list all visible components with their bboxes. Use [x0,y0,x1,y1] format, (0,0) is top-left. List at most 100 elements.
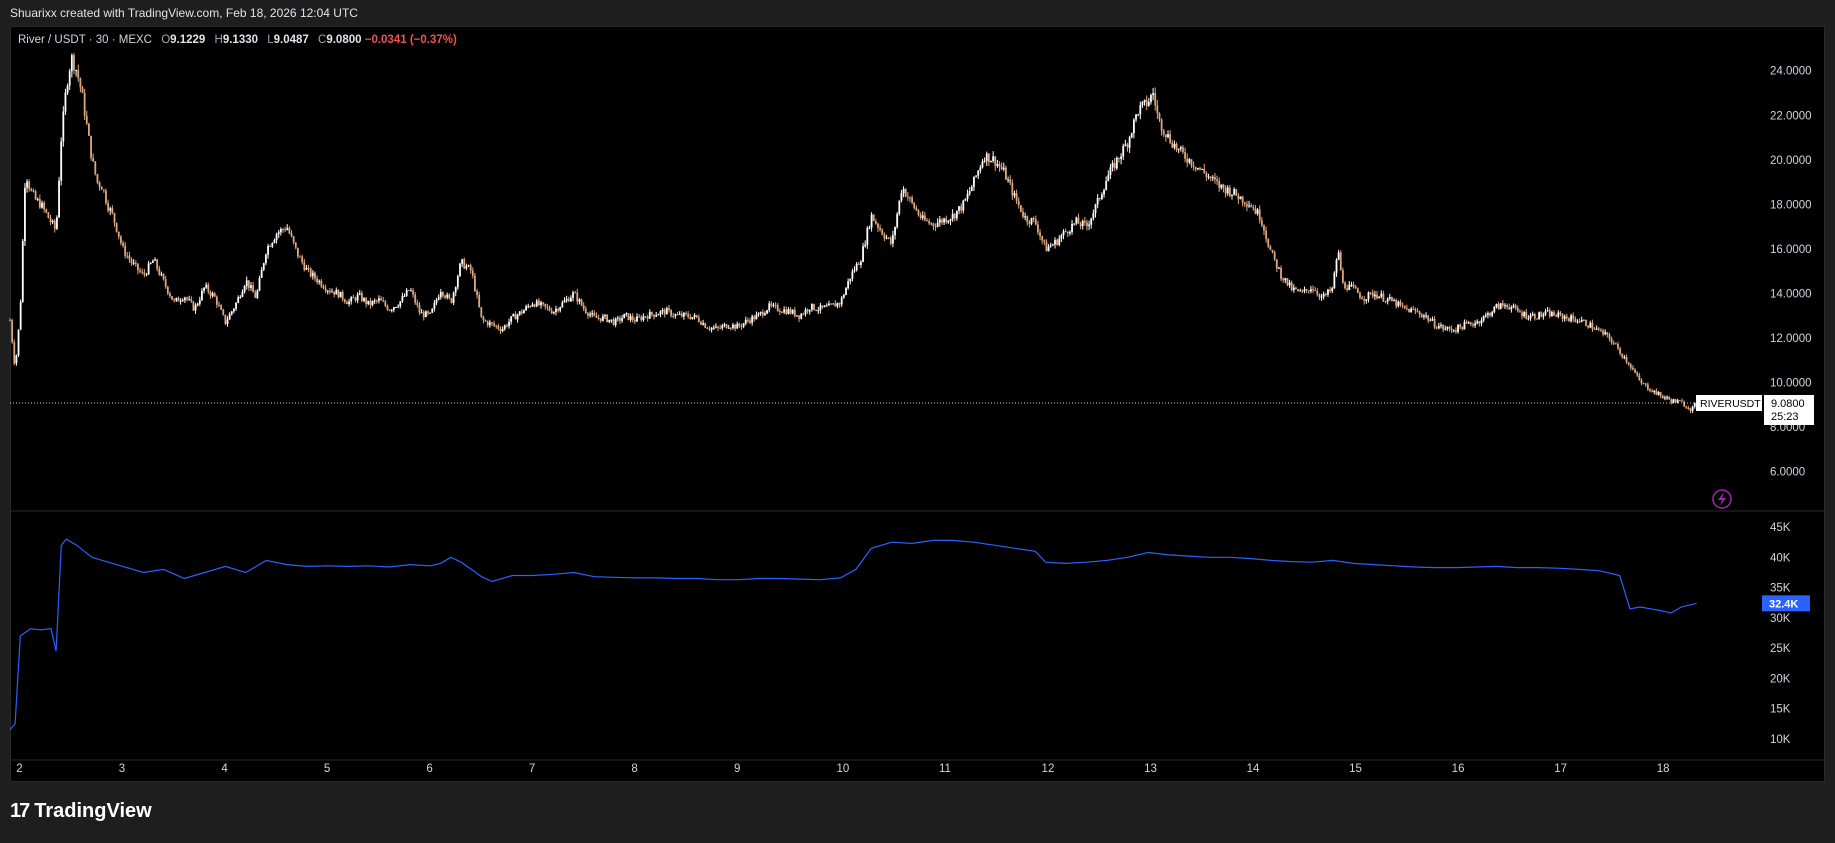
candle-body [275,234,278,240]
candle-body [608,319,611,322]
candle-body [892,235,894,244]
candle-body [766,310,768,314]
candle-body [738,323,741,327]
candle-body [1075,217,1078,224]
candle-body [587,312,589,316]
candle-body [1303,289,1306,292]
candle-body [1254,208,1257,214]
price-axis[interactable]: 6.0000 8.0000 10.0000 12.0000 14.0000 16.0000… [1770,66,1812,479]
candle-body [1416,311,1419,313]
candle-body [143,272,146,275]
candle-body [139,270,141,272]
candle-body [201,290,203,301]
candle-body [953,213,956,219]
candle-body [241,291,244,297]
candle-body [636,316,638,322]
candle-body [1516,307,1519,312]
candle-body [945,218,948,223]
candle-body [785,309,788,314]
candle-body [1572,315,1575,319]
candle-body [531,304,534,307]
time-tick-label: 7 [529,763,535,775]
candle-body [337,289,340,298]
candle-body [1393,300,1395,302]
candle-body [1350,284,1353,286]
candle-body [173,299,176,301]
candle-body [1335,259,1338,273]
candle-body [1478,321,1481,324]
candle-body [401,296,404,302]
candle-body [497,326,500,329]
candle-body [746,319,749,321]
candle-body [501,329,504,332]
time-axis[interactable]: 2 3 4 5 6 7 8 9 10 11 12 13 14 15 16 17 18 [16,763,1669,775]
candle-body [36,199,39,201]
ticker-tag[interactable] [1696,395,1762,412]
candle-body [1546,310,1549,312]
candle-body [975,175,977,177]
candle-body [1009,179,1012,183]
candle-body [1506,305,1509,307]
candle-body [1540,312,1543,317]
candle-body [725,324,728,328]
indicator-axis[interactable]: 10K 15K 20K 25K 30K 35K 40K 45K [1770,522,1791,746]
candle-body [1273,252,1276,260]
candle-body [222,309,225,315]
candle-body [1395,300,1398,307]
candle-body [1674,399,1677,403]
time-tick-label: 15 [1349,763,1362,775]
candle-body [1642,383,1645,385]
candle-body [1649,389,1651,391]
chart-frame[interactable] [10,26,1825,782]
high-label: H [214,34,223,46]
symbol-name: River / USDT · 30 · MEXC [18,34,152,46]
candle-body [770,303,773,306]
candle-body [1580,319,1583,322]
candle-body [544,303,547,307]
candle-body [520,311,523,314]
candle-body [877,223,879,228]
candle-body [469,265,472,271]
candle-body [1529,315,1532,319]
lightning-icon[interactable] [1712,489,1732,509]
candle-body [755,314,758,320]
candle-body [70,55,73,72]
candle-body [923,215,926,221]
candle-body [1314,289,1317,291]
candle-body [1147,102,1150,106]
candle-body [1292,287,1295,291]
candle-body [28,181,31,189]
candle-body [1420,314,1423,317]
candle-body [1536,318,1538,320]
candle-body [1348,284,1351,291]
candle-body [450,298,453,303]
indicator-tick-label: 10K [1770,734,1791,746]
tradingview-logo[interactable]: 17 TradingView [10,800,152,823]
candle-body [13,342,16,364]
candle-body [787,309,790,314]
candle-body [1205,172,1208,177]
candle-body [1169,134,1172,143]
candle-body [1190,159,1193,166]
candle-body [872,214,875,222]
indicator-tick-label: 30K [1770,613,1791,625]
candle-body [1318,294,1321,298]
candle-body [936,222,939,227]
candle-body [66,85,69,93]
candle-body [821,305,824,308]
time-tick-label: 17 [1554,763,1567,775]
lightning-bolt-glyph [1718,492,1726,506]
price-tick-label: 22.0000 [1770,110,1812,122]
candle-body [862,246,864,262]
candle-body [926,220,928,222]
candle-body [529,306,532,308]
candle-body [834,303,837,307]
candle-body [79,78,82,88]
candle-body [1361,297,1363,300]
candle-body [702,323,705,325]
candle-body [1017,200,1020,206]
candle-body [397,306,400,308]
candle-body [109,208,112,211]
candle-body [1378,296,1381,299]
